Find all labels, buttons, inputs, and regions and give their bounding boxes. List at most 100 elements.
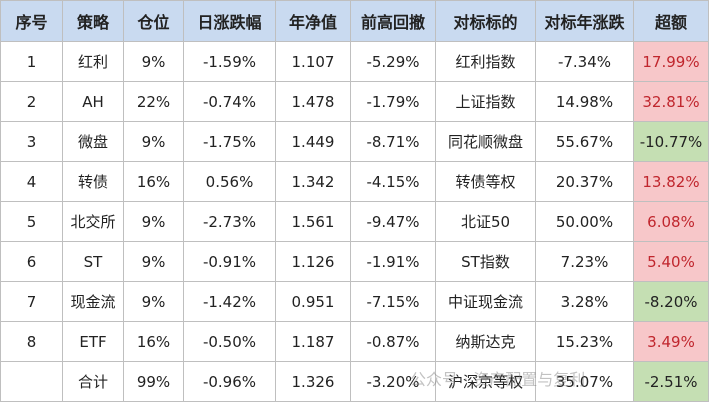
table-cell: -0.91% (183, 241, 276, 282)
table-body: 1 红利 9% -1.59% 1.107 -5.29% 红利指数 -7.34% 17.99% 2 A… (0, 41, 709, 402)
table-cell: 红利 (62, 41, 124, 82)
table-cell: 0.951 (275, 281, 351, 322)
table-cell: 1.326 (275, 361, 351, 402)
table-cell: -4.15% (350, 161, 436, 202)
table-cell: 中证现金流 (435, 281, 536, 322)
table-row: 2 AH 22% -0.74% 1.478 -1.79% 上证指数 14.98% 32.81% (0, 81, 709, 122)
table-cell: 99% (123, 361, 184, 402)
table-cell: -1.59% (183, 41, 276, 82)
table-row: 7 现金流 9% -1.42% 0.951 -7.15% 中证现金流 3.28% -8.20% (0, 281, 709, 322)
table-cell: 微盘 (62, 121, 124, 162)
header-cell: 日涨跌幅 (183, 0, 276, 42)
table-cell: 8 (0, 321, 63, 362)
table-cell: 上证指数 (435, 81, 536, 122)
table-row: 合计 99% -0.96% 1.326 -3.20% 沪深京等权 35.07% -2.51% (0, 361, 709, 402)
table-cell: 红利指数 (435, 41, 536, 82)
table-cell: -1.91% (350, 241, 436, 282)
table-cell: -7.15% (350, 281, 436, 322)
table-cell: 沪深京等权 (435, 361, 536, 402)
table-cell: AH (62, 81, 124, 122)
table-cell: 7 (0, 281, 63, 322)
table-cell: 2 (0, 81, 63, 122)
table-cell: 北交所 (62, 201, 124, 242)
table-cell: -8.71% (350, 121, 436, 162)
table-cell: 7.23% (535, 241, 634, 282)
table-cell: 1.107 (275, 41, 351, 82)
table-cell: 4 (0, 161, 63, 202)
table-cell: ST指数 (435, 241, 536, 282)
table-cell: -5.29% (350, 41, 436, 82)
table-cell: 22% (123, 81, 184, 122)
table-cell: 转债 (62, 161, 124, 202)
table-cell: 3.28% (535, 281, 634, 322)
table-cell: 合计 (62, 361, 124, 402)
table-cell: 13.82% (633, 161, 709, 202)
table-cell: 32.81% (633, 81, 709, 122)
table-cell: -3.20% (350, 361, 436, 402)
table-cell: -7.34% (535, 41, 634, 82)
table-cell: 同花顺微盘 (435, 121, 536, 162)
header-cell: 超额 (633, 0, 709, 42)
header-cell: 前高回撤 (350, 0, 436, 42)
table-cell: 1.478 (275, 81, 351, 122)
table-cell: 5 (0, 201, 63, 242)
table-cell: -0.96% (183, 361, 276, 402)
table-cell: 9% (123, 41, 184, 82)
header-cell: 对标标的 (435, 0, 536, 42)
table-row: 6 ST 9% -0.91% 1.126 -1.91% ST指数 7.23% 5.40% (0, 241, 709, 282)
table-cell: 现金流 (62, 281, 124, 322)
table-row: 8 ETF 16% -0.50% 1.187 -0.87% 纳斯达克 15.23% 3.49% (0, 321, 709, 362)
table-cell: -1.75% (183, 121, 276, 162)
table-cell: -8.20% (633, 281, 709, 322)
table-cell: -9.47% (350, 201, 436, 242)
table-cell: 1.187 (275, 321, 351, 362)
table-row: 1 红利 9% -1.59% 1.107 -5.29% 红利指数 -7.34% 17.99% (0, 41, 709, 82)
table-cell: 1.449 (275, 121, 351, 162)
table-cell: 1.126 (275, 241, 351, 282)
table-cell: 55.67% (535, 121, 634, 162)
table-cell: 16% (123, 321, 184, 362)
table-cell: 50.00% (535, 201, 634, 242)
table-cell: 9% (123, 121, 184, 162)
table-row: 5 北交所 9% -2.73% 1.561 -9.47% 北证50 50.00% 6.08% (0, 201, 709, 242)
table-cell: 15.23% (535, 321, 634, 362)
table-cell: 1.561 (275, 201, 351, 242)
table-cell: -2.73% (183, 201, 276, 242)
table-cell: 9% (123, 281, 184, 322)
table-cell: ETF (62, 321, 124, 362)
table-cell: 纳斯达克 (435, 321, 536, 362)
table-cell: 9% (123, 241, 184, 282)
table-cell: 16% (123, 161, 184, 202)
header-cell: 仓位 (123, 0, 184, 42)
table-cell: 0.56% (183, 161, 276, 202)
table-cell: 1.342 (275, 161, 351, 202)
table-cell: 14.98% (535, 81, 634, 122)
table-cell: 北证50 (435, 201, 536, 242)
table-row: 3 微盘 9% -1.75% 1.449 -8.71% 同花顺微盘 55.67% -10.77% (0, 121, 709, 162)
table-cell: 3.49% (633, 321, 709, 362)
table-cell: ST (62, 241, 124, 282)
table-cell: 17.99% (633, 41, 709, 82)
header-row: 序号 策略 仓位 日涨跌幅 年净值 前高回撤 对标标的 对标年涨跌 超额 (0, 0, 709, 42)
table-cell (0, 361, 63, 402)
table-cell: 35.07% (535, 361, 634, 402)
table-cell: -0.50% (183, 321, 276, 362)
table-cell: 6 (0, 241, 63, 282)
table-cell: -10.77% (633, 121, 709, 162)
table-row: 4 转债 16% 0.56% 1.342 -4.15% 转债等权 20.37% 13.82% (0, 161, 709, 202)
table-cell: -0.74% (183, 81, 276, 122)
header-cell: 策略 (62, 0, 124, 42)
table-cell: 1 (0, 41, 63, 82)
header-cell: 对标年涨跌 (535, 0, 634, 42)
table-cell: -2.51% (633, 361, 709, 402)
table-cell: 5.40% (633, 241, 709, 282)
table-cell: -0.87% (350, 321, 436, 362)
table-cell: -1.42% (183, 281, 276, 322)
table-cell: 3 (0, 121, 63, 162)
table-cell: 9% (123, 201, 184, 242)
table-cell: 6.08% (633, 201, 709, 242)
table-cell: 转债等权 (435, 161, 536, 202)
table-cell: -1.79% (350, 81, 436, 122)
